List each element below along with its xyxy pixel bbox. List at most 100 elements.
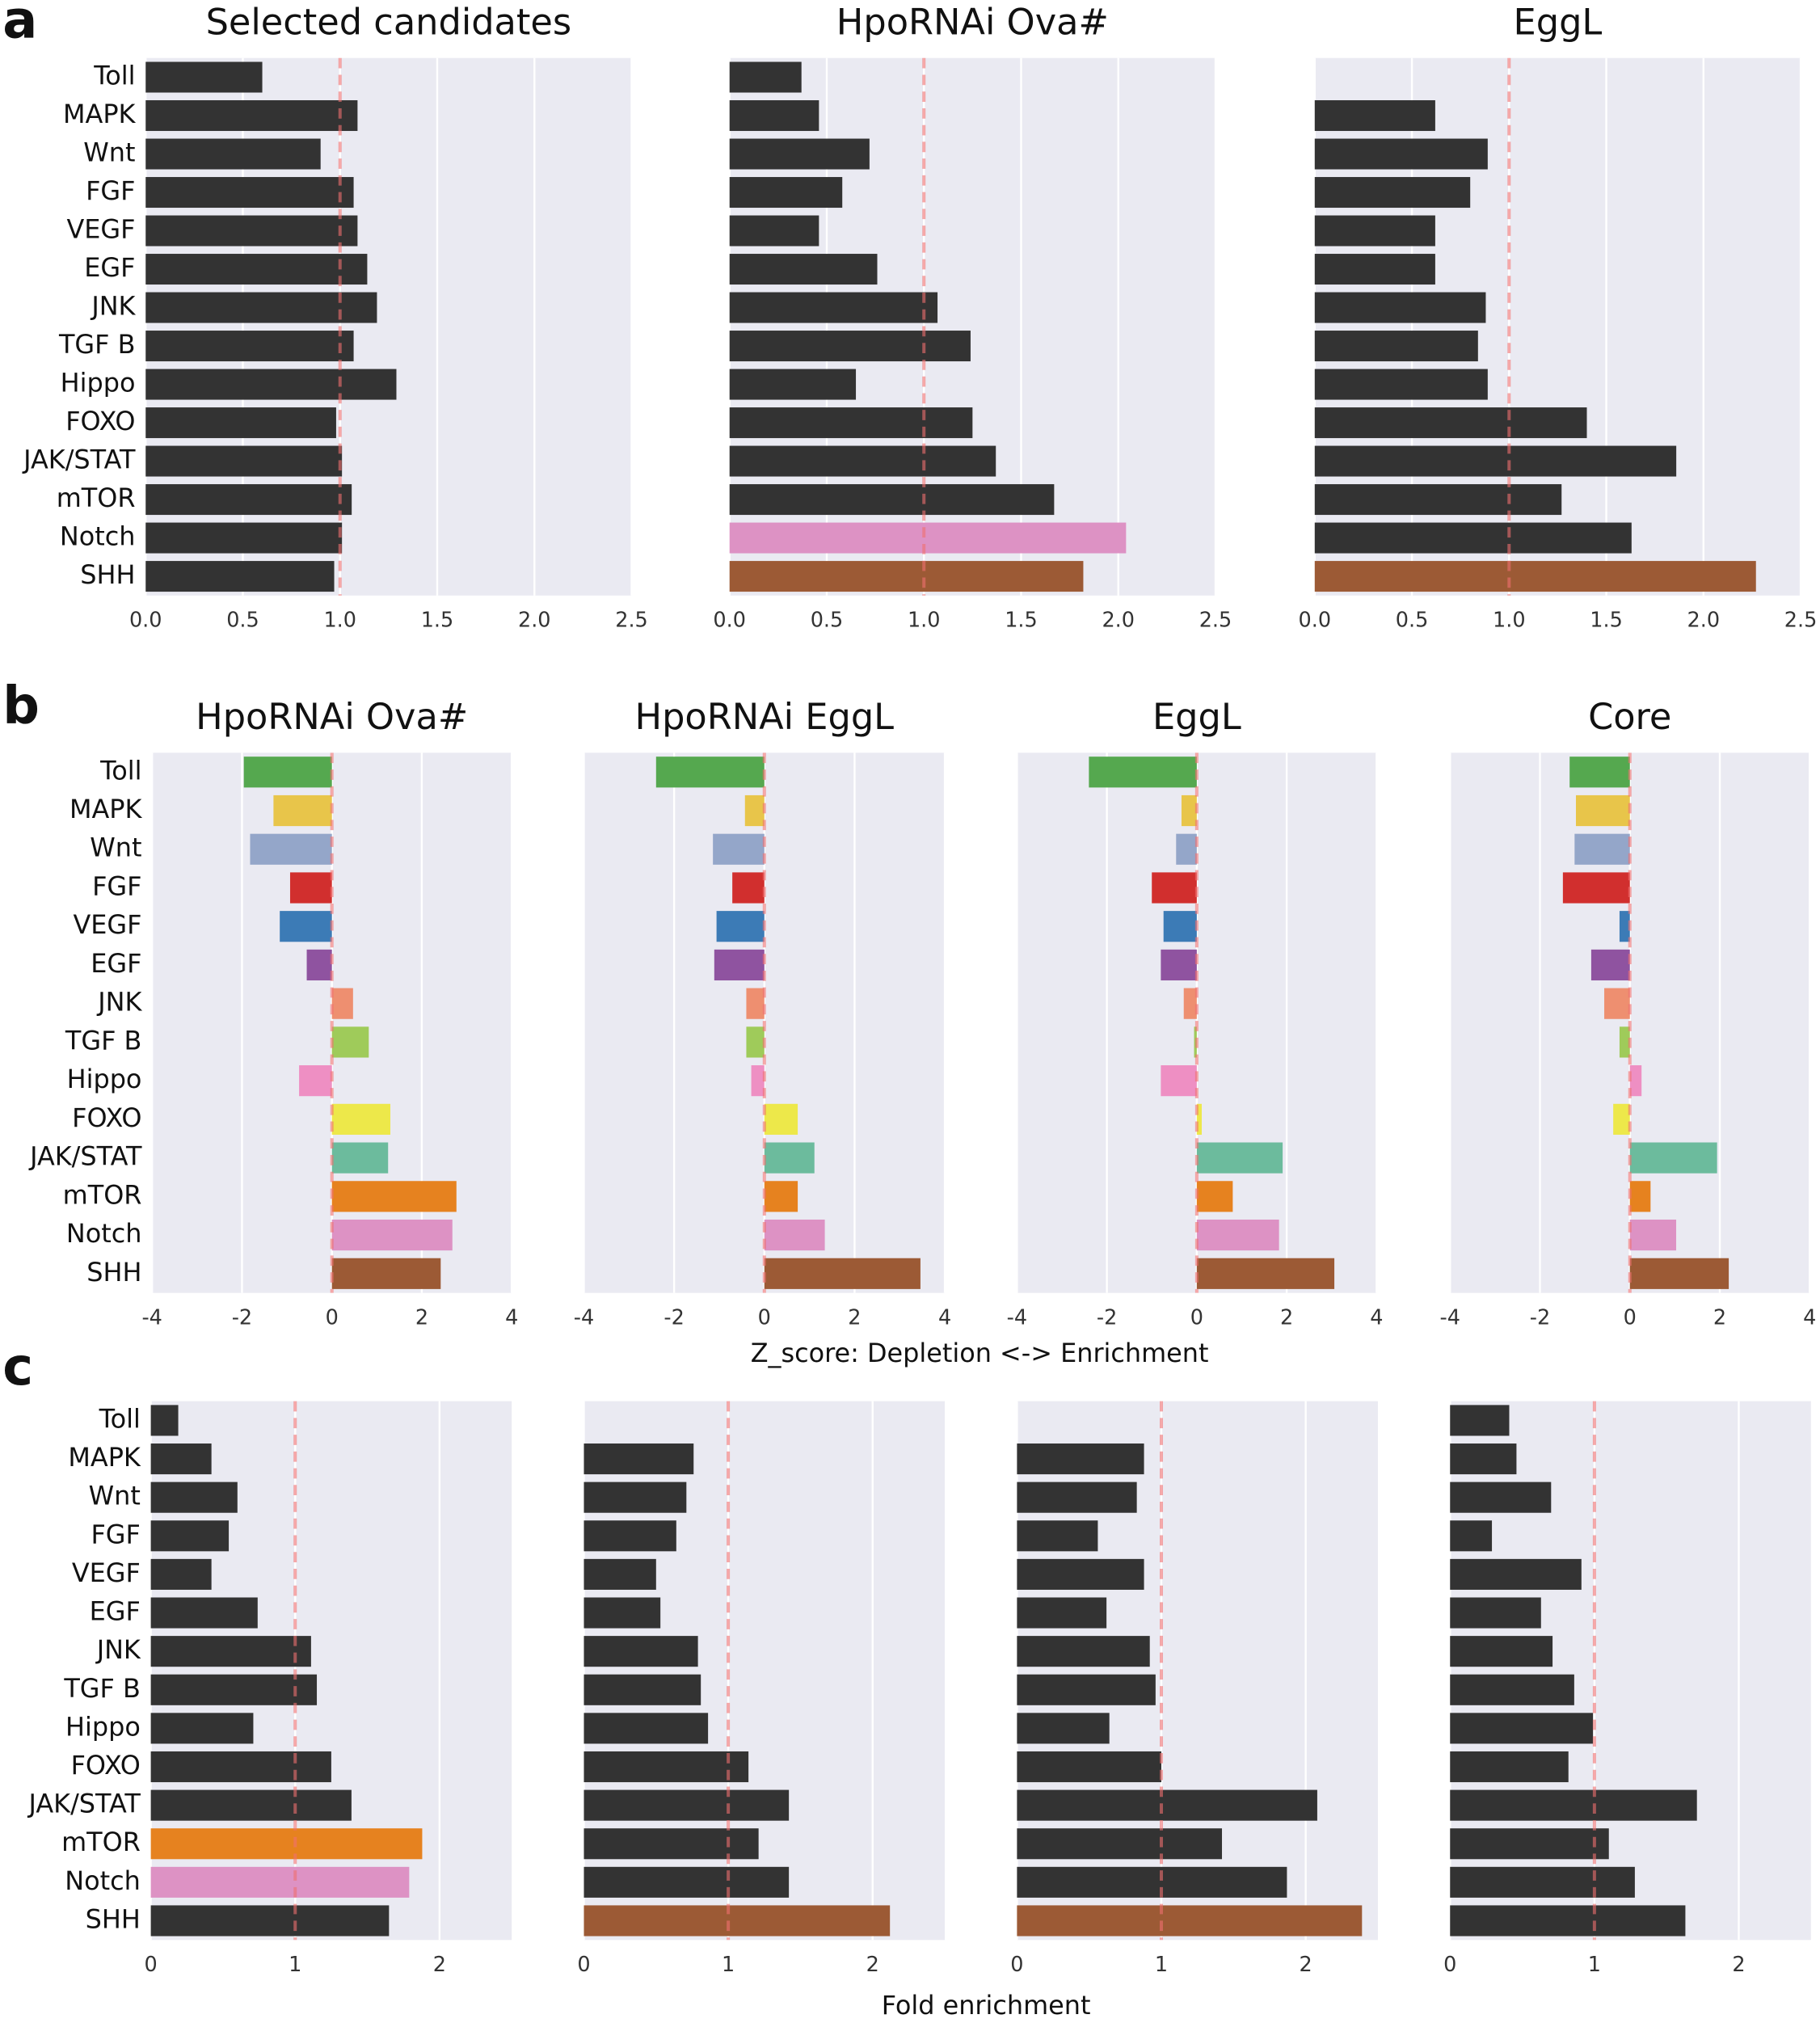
x-tick-label: -2 (1097, 1306, 1117, 1330)
bar (145, 138, 321, 170)
y-tick-label: VEGF (73, 909, 141, 940)
chart-title: HpoRNAi Ova# (836, 1, 1109, 43)
x-tick-label: 2 (415, 1306, 428, 1330)
y-tick-label: Wnt (90, 832, 141, 863)
bar (1017, 1520, 1098, 1552)
bar (145, 484, 352, 516)
bar (150, 1905, 390, 1937)
bar (1196, 1142, 1283, 1174)
bar (1196, 1258, 1335, 1289)
bar (1619, 1026, 1630, 1058)
bar (1629, 1142, 1717, 1174)
x-tick-label: 2.5 (615, 609, 648, 633)
y-tick-label: Wnt (83, 137, 135, 168)
bar (1017, 1866, 1287, 1898)
bar (1450, 1905, 1686, 1937)
y-tick-label: mTOR (63, 1179, 142, 1210)
bar (150, 1597, 258, 1629)
bar (1196, 1103, 1202, 1135)
y-tick-label: TGF B (65, 1025, 142, 1056)
x-tick-label: 0 (1443, 1953, 1456, 1977)
bar (1314, 561, 1756, 592)
bar (1574, 833, 1630, 865)
bar (729, 177, 843, 209)
bar (331, 1181, 457, 1212)
bar (145, 100, 358, 132)
y-tick-label: SHH (86, 1257, 141, 1288)
y-tick-label: EGF (90, 1596, 141, 1627)
bar (1314, 292, 1486, 323)
bar (583, 1713, 709, 1744)
panel-label: c (2, 1338, 33, 1397)
x-tick-label: 4 (938, 1306, 951, 1330)
bar (1450, 1443, 1517, 1475)
bar (1450, 1866, 1635, 1898)
bar (1450, 1713, 1594, 1744)
x-axis-label: Fold enrichment (882, 1990, 1091, 2021)
bar (1450, 1636, 1553, 1667)
x-tick-label: 4 (505, 1306, 518, 1330)
bar (150, 1558, 212, 1590)
bar (746, 1026, 765, 1058)
bar (331, 1258, 441, 1289)
x-tick-label: 4 (1803, 1306, 1816, 1330)
y-tick-label: Notch (65, 1865, 141, 1896)
x-tick-label: 1 (289, 1953, 301, 1977)
bar (145, 331, 354, 362)
bar (1314, 407, 1587, 439)
bar (150, 1636, 311, 1667)
bar (1569, 757, 1630, 788)
bar (1590, 949, 1630, 981)
bar (1163, 911, 1197, 942)
bar (729, 292, 938, 323)
bar (1183, 988, 1197, 1019)
y-tick-label: VEGF (72, 1557, 141, 1588)
bar (145, 292, 377, 323)
y-tick-label: mTOR (57, 483, 136, 513)
chart-title: HpoRNAi EggL (635, 696, 895, 738)
bar (732, 872, 765, 904)
bar (583, 1520, 676, 1552)
y-tick-label: FGF (91, 1519, 140, 1549)
x-tick-label: 2.5 (1199, 609, 1232, 633)
x-tick-label: 2 (1713, 1306, 1726, 1330)
bar (1017, 1443, 1144, 1475)
y-tick-label: SHH (86, 1903, 141, 1934)
bar (764, 1142, 815, 1174)
x-tick-label: -2 (1530, 1306, 1550, 1330)
y-tick-label: Hippo (67, 1064, 142, 1094)
bar (150, 1674, 318, 1705)
x-tick-label: 2.0 (1102, 609, 1135, 633)
y-tick-label: JNK (95, 1634, 141, 1665)
bar (1314, 254, 1435, 285)
y-tick-label: Hippo (61, 368, 136, 398)
chart-title: Selected candidates (206, 1, 572, 43)
bar (150, 1866, 410, 1898)
bar (1152, 872, 1197, 904)
bar (145, 445, 343, 477)
chart-title: Core (1588, 696, 1671, 738)
y-tick-label: Notch (66, 1218, 142, 1249)
bar (145, 215, 358, 247)
bar (145, 254, 368, 285)
bar (145, 522, 343, 554)
bar (583, 1597, 661, 1629)
y-tick-label: Toll (93, 61, 135, 91)
y-tick-label: MAPK (70, 794, 143, 824)
x-tick-label: 1.0 (1493, 609, 1526, 633)
x-tick-label: -2 (232, 1306, 252, 1330)
bar (1017, 1481, 1137, 1513)
y-tick-label: JAK/STAT (27, 1789, 141, 1819)
bar (280, 911, 332, 942)
y-tick-label: EGF (84, 252, 135, 283)
bar (729, 407, 973, 439)
bar (273, 794, 332, 827)
bar (150, 1443, 212, 1475)
x-tick-label: 2 (433, 1953, 446, 1977)
bar (1314, 445, 1677, 477)
x-tick-label: 0.5 (226, 609, 259, 633)
x-tick-label: -4 (1440, 1306, 1460, 1330)
bar (583, 1789, 790, 1821)
bar (1629, 1219, 1677, 1251)
bar (150, 1828, 423, 1860)
